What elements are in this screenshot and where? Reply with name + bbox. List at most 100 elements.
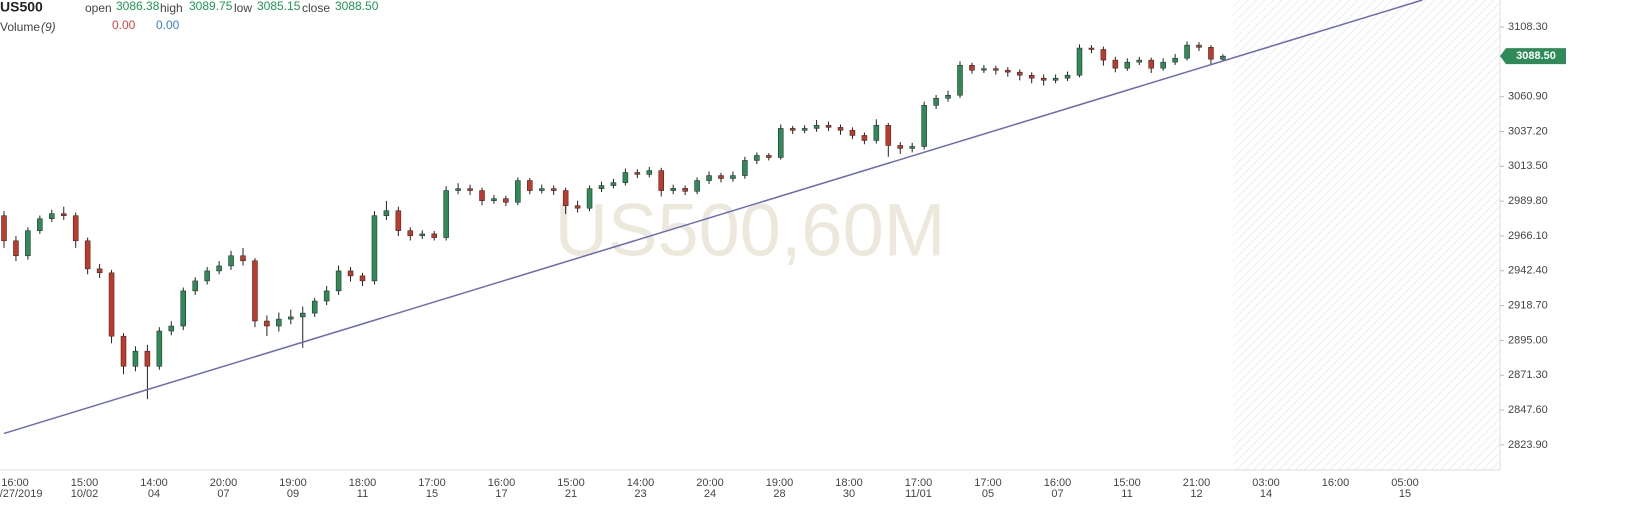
y-tick-label: 2942.40	[1508, 265, 1548, 277]
candle-body	[300, 312, 306, 318]
x-tick-label: 18:00	[835, 477, 863, 489]
candle-body	[180, 290, 186, 327]
candle-body	[335, 270, 342, 292]
candle-body	[813, 125, 820, 129]
x-tick-label: 20:00	[210, 477, 238, 489]
candle-body	[49, 213, 55, 220]
candle-body	[503, 198, 509, 203]
high-value: 3089.75	[189, 0, 233, 13]
candle-body	[646, 170, 653, 175]
candle-body	[945, 94, 951, 99]
y-tick-label: 3108.30	[1508, 21, 1548, 33]
candle-body	[801, 128, 808, 131]
x-tick-date: 28	[773, 488, 785, 500]
x-tick-date: 09/27/2019	[0, 488, 43, 500]
candle-body	[730, 175, 736, 179]
candle-body	[754, 155, 760, 161]
candle-body	[383, 210, 390, 216]
y-tick-label: 3037.20	[1508, 125, 1548, 137]
candle-body	[371, 215, 378, 282]
candle-body	[993, 68, 999, 71]
candle-body	[694, 180, 700, 192]
candle-body	[969, 64, 975, 71]
candle-body	[957, 64, 963, 96]
candle-body	[144, 350, 151, 367]
candle-body	[479, 190, 485, 201]
candle-body	[108, 272, 115, 337]
x-tick-date: 12	[1190, 488, 1202, 500]
candle-body	[1028, 74, 1035, 79]
candle-body	[96, 268, 103, 274]
candle-body	[897, 145, 903, 149]
y-tick-label: 2989.80	[1508, 195, 1548, 207]
price-tag-bg	[1500, 48, 1566, 65]
candle-body	[1112, 59, 1119, 69]
candle-body	[539, 188, 545, 191]
candle-body	[1160, 61, 1166, 69]
candle-body	[288, 316, 294, 320]
candle-body	[885, 125, 892, 146]
x-tick-label: 15:00	[557, 477, 585, 489]
candle-body	[240, 255, 246, 262]
x-tick-label: 15:00	[71, 477, 99, 489]
x-tick-label: 15:00	[1113, 477, 1141, 489]
y-tick-label: 2871.30	[1508, 369, 1548, 381]
candle-body	[443, 190, 449, 238]
candle-body	[359, 275, 366, 282]
candle-body	[1220, 55, 1226, 60]
candle-body	[431, 233, 437, 238]
candle-body	[467, 188, 473, 191]
x-tick-date: 10/02	[71, 488, 99, 500]
candle-body	[1100, 49, 1107, 61]
x-tick-label: 14:00	[627, 477, 655, 489]
candle-body	[1148, 59, 1154, 69]
candle-body	[1184, 44, 1190, 59]
candle-body	[706, 175, 712, 181]
x-tick-label: 05:00	[1391, 477, 1419, 489]
x-tick-label: 18:00	[349, 477, 377, 489]
candle-body	[25, 230, 31, 257]
candle-body	[1064, 74, 1071, 79]
candle-body	[204, 270, 210, 282]
candle-body	[873, 125, 880, 141]
candle-body	[1088, 47, 1095, 50]
candle-body	[586, 188, 593, 209]
candle-body	[598, 185, 605, 189]
x-tick-label: 16:00	[1, 477, 29, 489]
volume-period: (9)	[41, 20, 56, 34]
volume-value: 0.00	[156, 18, 180, 32]
low-value: 3085.15	[257, 0, 301, 13]
candle-body	[192, 280, 198, 292]
candle-body	[1208, 47, 1214, 60]
open-value: 3086.38	[116, 0, 160, 13]
candle-body	[981, 68, 987, 71]
candle-body	[921, 105, 927, 147]
candle-body	[168, 325, 175, 332]
x-tick-label: 16:00	[1322, 477, 1350, 489]
price-tag: 3088.50	[1516, 50, 1556, 62]
x-tick-date: 15	[1399, 488, 1411, 500]
candle-body	[407, 230, 414, 237]
x-tick-label: 03:00	[1252, 477, 1280, 489]
candle-body	[1124, 61, 1131, 69]
candle-body	[311, 300, 318, 314]
x-tick-date: 11	[357, 488, 368, 500]
x-tick-label: 16:00	[488, 477, 516, 489]
candle-body	[634, 172, 641, 175]
x-tick-label: 14:00	[140, 477, 168, 489]
trendline	[3, 0, 1423, 435]
open-label: open	[85, 1, 112, 15]
x-tick-date: 23	[634, 488, 646, 500]
x-tick-date: 30	[843, 488, 855, 500]
candle-body	[766, 155, 772, 158]
x-tick-label: 21:00	[1183, 477, 1211, 489]
x-tick-date: 15	[426, 488, 438, 500]
candle-body	[861, 135, 868, 141]
candle-body	[455, 188, 461, 191]
y-tick-label: 3060.90	[1508, 91, 1548, 103]
x-tick-date: 21	[565, 488, 577, 500]
volume-value: 0.00	[112, 18, 136, 32]
candle-body	[718, 175, 724, 179]
